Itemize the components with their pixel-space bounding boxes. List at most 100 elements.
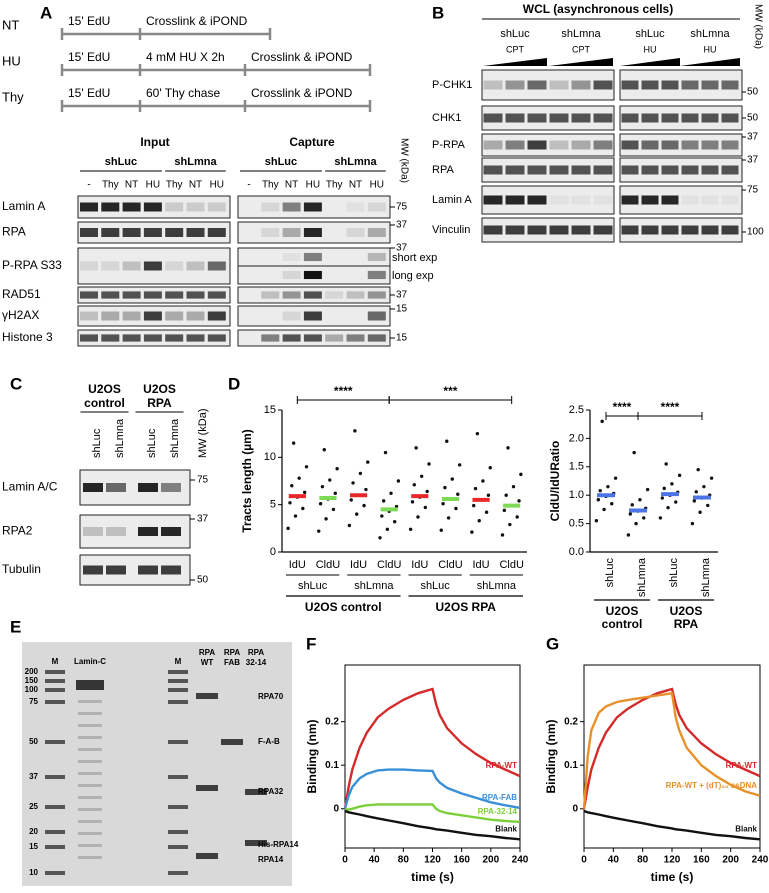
x-axis-label: time (s) [651, 870, 694, 884]
group-label: RPA [147, 396, 172, 410]
ladder-band [45, 740, 65, 744]
dose-triangle [483, 58, 547, 66]
band [346, 334, 365, 342]
band [282, 311, 301, 321]
band [143, 261, 162, 271]
band [549, 225, 569, 235]
band [721, 165, 739, 175]
panel-label: A [40, 3, 52, 22]
mw-marker: 15 [396, 304, 408, 315]
x-tick-label: IdU [411, 559, 428, 571]
data-point [670, 482, 674, 486]
band [681, 140, 699, 150]
band [282, 228, 301, 237]
scheme-name: HU [2, 53, 21, 68]
blot [481, 157, 615, 183]
data-point [366, 460, 370, 464]
band [346, 202, 365, 212]
band [367, 202, 386, 212]
band [80, 261, 98, 271]
band [701, 113, 719, 123]
group-label: shLmna [174, 156, 217, 168]
data-point [320, 484, 325, 489]
band [681, 195, 699, 205]
data-point [410, 500, 415, 504]
mw-label: MW (kDa) [398, 138, 409, 183]
lane-label: - [87, 180, 90, 191]
lane-label: WT [201, 658, 214, 667]
row-label: RPA [432, 164, 454, 176]
ladder-label: 100 [25, 685, 39, 694]
band [681, 225, 699, 235]
y-axis-label: CldU/IdURatio [548, 441, 562, 522]
band [661, 195, 679, 205]
mw-label: MW (kDa) [752, 4, 763, 49]
treatment-label: CPT [572, 44, 591, 54]
x-tick-label: 160 [453, 855, 470, 866]
band [165, 291, 184, 299]
row-label: Lamin A [432, 194, 472, 206]
ladder-band [45, 775, 65, 779]
band [593, 195, 613, 205]
ladder-band [168, 688, 188, 692]
band [483, 140, 503, 150]
group-label: shLuc [500, 28, 530, 40]
panel-label: C [10, 374, 22, 393]
group-label: shLmna [334, 156, 377, 168]
band [527, 225, 547, 235]
ladder-band [168, 805, 188, 809]
blot [481, 105, 615, 131]
band [346, 291, 365, 299]
legend-label: RPA-WT [486, 761, 518, 770]
band [641, 165, 659, 175]
data-point [353, 429, 357, 433]
row-label: RAD51 [2, 287, 41, 301]
mw-marker: 37 [396, 290, 408, 301]
lane-label: RPA [224, 648, 241, 657]
band [83, 565, 103, 575]
mw-marker: 15 [396, 333, 408, 344]
band [593, 165, 613, 175]
ladder-band [168, 679, 188, 683]
scheme-step: 15' EdU [68, 14, 110, 28]
x-tick-label: 80 [637, 855, 649, 866]
blot [619, 185, 743, 215]
group-label: U2OS [88, 382, 121, 396]
lane-label: shLuc [91, 428, 103, 458]
row-label: Tubulin [2, 562, 41, 576]
band [282, 252, 301, 262]
data-point [423, 505, 428, 510]
data-point [450, 477, 454, 481]
data-point [596, 498, 601, 502]
ladder-label: 10 [29, 868, 38, 877]
band [505, 165, 525, 175]
data-point [630, 503, 634, 507]
data-point [427, 462, 431, 466]
band [367, 291, 386, 299]
lane-label: NT [125, 180, 138, 191]
x-tick-label: shLuc [668, 558, 680, 588]
x-tick-label: 40 [369, 855, 381, 866]
ladder-label: 20 [29, 827, 38, 836]
data-point [328, 478, 332, 482]
scheme-step: Crosslink & iPOND [251, 86, 353, 100]
band [138, 565, 158, 575]
data-point [297, 476, 301, 480]
band [325, 334, 344, 342]
group-label: control [84, 396, 125, 410]
band [549, 165, 569, 175]
scheme-step: 15' EdU [68, 86, 110, 100]
ladder-band [45, 871, 65, 875]
band [80, 228, 98, 237]
data-point [598, 488, 602, 493]
data-point [443, 485, 447, 490]
band [165, 334, 184, 342]
band [207, 334, 226, 342]
mw-marker: 50 [747, 113, 759, 124]
gel [22, 642, 292, 886]
dose-triangle [620, 58, 680, 66]
band [122, 202, 141, 212]
band [303, 334, 322, 342]
y-tick-label: 0.5 [569, 518, 584, 530]
ladder-band [168, 670, 188, 674]
